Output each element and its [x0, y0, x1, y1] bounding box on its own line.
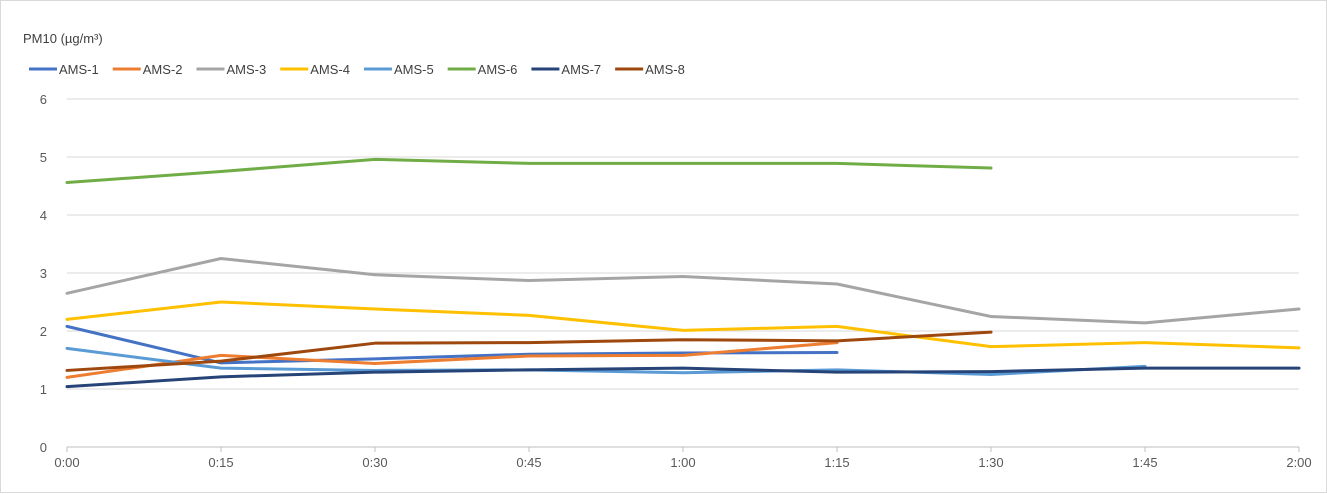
x-tick-label: 0:30 — [362, 455, 387, 470]
legend-label: AMS-3 — [226, 62, 266, 77]
series-lines — [65, 157, 1301, 389]
legend-label: AMS-2 — [143, 62, 183, 77]
series-line-ams-2 — [65, 341, 839, 379]
legend-item-ams-2: AMS-2 — [112, 62, 183, 77]
legend-item-ams-4: AMS-4 — [280, 62, 350, 77]
y-tick-label: 1 — [40, 382, 47, 397]
x-tick-label: 1:15 — [824, 455, 849, 470]
x-tick-label: 1:45 — [1132, 455, 1157, 470]
y-axis-label: PM10 (µg/m³) — [23, 31, 103, 46]
x-tick-label: 1:00 — [670, 455, 695, 470]
legend-item-ams-7: AMS-7 — [531, 62, 601, 77]
series-line-ams-5 — [65, 346, 1147, 376]
legend-label: AMS-4 — [310, 62, 350, 77]
legend-label: AMS-6 — [478, 62, 518, 77]
legend-label: AMS-5 — [394, 62, 434, 77]
series-line-ams-8 — [65, 330, 993, 372]
legend-item-ams-6: AMS-6 — [447, 62, 518, 77]
series-line-ams-7 — [65, 366, 1301, 389]
series-line-ams-6 — [65, 157, 993, 185]
y-tick-label: 0 — [40, 440, 47, 455]
x-axis-ticks: 0:00 0:15 0:30 0:45 1:00 1:15 1:30 1:45 2:00 — [54, 447, 1312, 470]
x-tick-label: 1:30 — [978, 455, 1003, 470]
legend-item-ams-3: AMS-3 — [196, 62, 266, 77]
gridlines — [67, 98, 1299, 448]
series-line-ams-1 — [65, 324, 839, 365]
y-tick-label: 5 — [40, 150, 47, 165]
legend-item-ams-8: AMS-8 — [615, 62, 685, 77]
series-line-ams-3 — [65, 257, 1301, 325]
legend-item-ams-5: AMS-5 — [363, 62, 434, 77]
legend-label: AMS-8 — [645, 62, 685, 77]
y-tick-label: 2 — [40, 324, 47, 339]
x-tick-label: 0:45 — [516, 455, 541, 470]
legend-label: AMS-1 — [59, 62, 99, 77]
legend-item-ams-1: AMS-1 — [29, 62, 99, 77]
series-line-ams-4 — [65, 300, 1301, 350]
y-tick-label: 6 — [40, 92, 47, 107]
x-tick-label: 2:00 — [1286, 455, 1311, 470]
x-tick-label: 0:15 — [208, 455, 233, 470]
y-tick-label: 3 — [40, 266, 47, 281]
x-tick-label: 0:00 — [54, 455, 79, 470]
legend: AMS-1 AMS-2 AMS-3 AMS-4 AMS-5 AMS-6 AMS-7 AMS-8 — [29, 62, 685, 77]
y-axis-ticks: 0 1 2 3 4 5 6 — [40, 92, 47, 455]
legend-label: AMS-7 — [561, 62, 601, 77]
y-tick-label: 4 — [40, 208, 47, 223]
